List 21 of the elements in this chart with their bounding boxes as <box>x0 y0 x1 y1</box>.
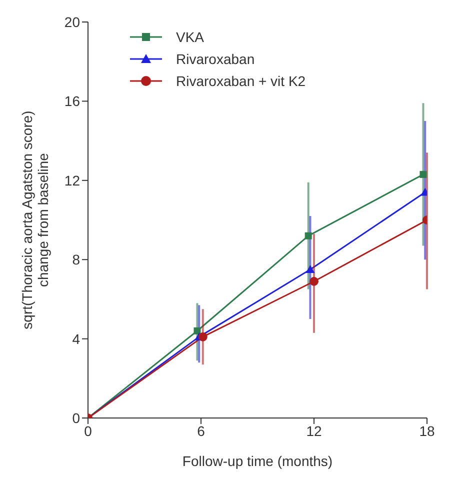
y-tick-label: 20 <box>64 14 80 30</box>
y-axis-title: sqrt(Thoracic aorta Agatston score) change from baseline <box>19 110 51 330</box>
point <box>304 232 312 240</box>
y-tick-label: 16 <box>64 93 80 110</box>
point <box>198 332 208 342</box>
point <box>420 170 427 178</box>
x-tick-label: 18 <box>419 422 435 439</box>
point <box>310 276 318 286</box>
legend-label: Rivaroxaban + vit K2 <box>176 73 306 89</box>
x-axis-title: Follow-up time (months) <box>182 453 333 469</box>
legend-label: VKA <box>176 29 204 45</box>
x-tick-label: 12 <box>306 422 322 439</box>
y-tick-label: 4 <box>72 330 80 347</box>
y-tick-label: 12 <box>64 172 80 188</box>
point <box>306 265 315 273</box>
y-tick-label: 8 <box>72 252 80 268</box>
x-tick-label: 6 <box>197 422 206 439</box>
legend-label: Rivaroxaban <box>176 51 255 67</box>
y-tick-label: 0 <box>72 410 80 426</box>
x-tick-label: 0 <box>84 422 92 439</box>
point <box>194 327 201 334</box>
